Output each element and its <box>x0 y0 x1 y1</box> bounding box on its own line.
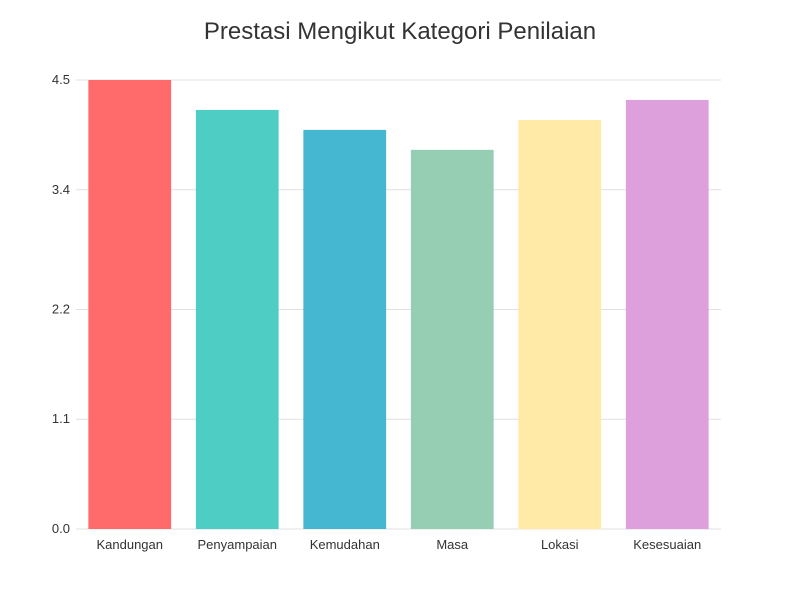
y-tick-label: 4.5 <box>52 72 70 87</box>
bar-kemudahan <box>303 129 387 529</box>
y-tick-label: 1.1 <box>52 411 70 426</box>
x-tick-label: Penyampaian <box>198 537 278 552</box>
x-tick-label: Kemudahan <box>310 537 380 552</box>
x-tick-label: Lokasi <box>541 537 579 552</box>
y-tick-label: 0.0 <box>52 521 70 536</box>
y-tick-label: 2.2 <box>52 301 70 316</box>
y-tick-label: 3.4 <box>52 182 70 197</box>
bar-kandungan <box>88 80 172 529</box>
bar-penyampaian <box>195 109 279 529</box>
x-tick-label: Masa <box>436 537 469 552</box>
bar-kesesuaian <box>625 99 709 529</box>
bar-masa <box>410 149 494 529</box>
x-tick-label: Kesesuaian <box>633 537 701 552</box>
chart-title: Prestasi Mengikut Kategori Penilaian <box>203 18 597 45</box>
x-tick-label: Kandungan <box>96 537 163 552</box>
bar-lokasi <box>518 119 602 530</box>
